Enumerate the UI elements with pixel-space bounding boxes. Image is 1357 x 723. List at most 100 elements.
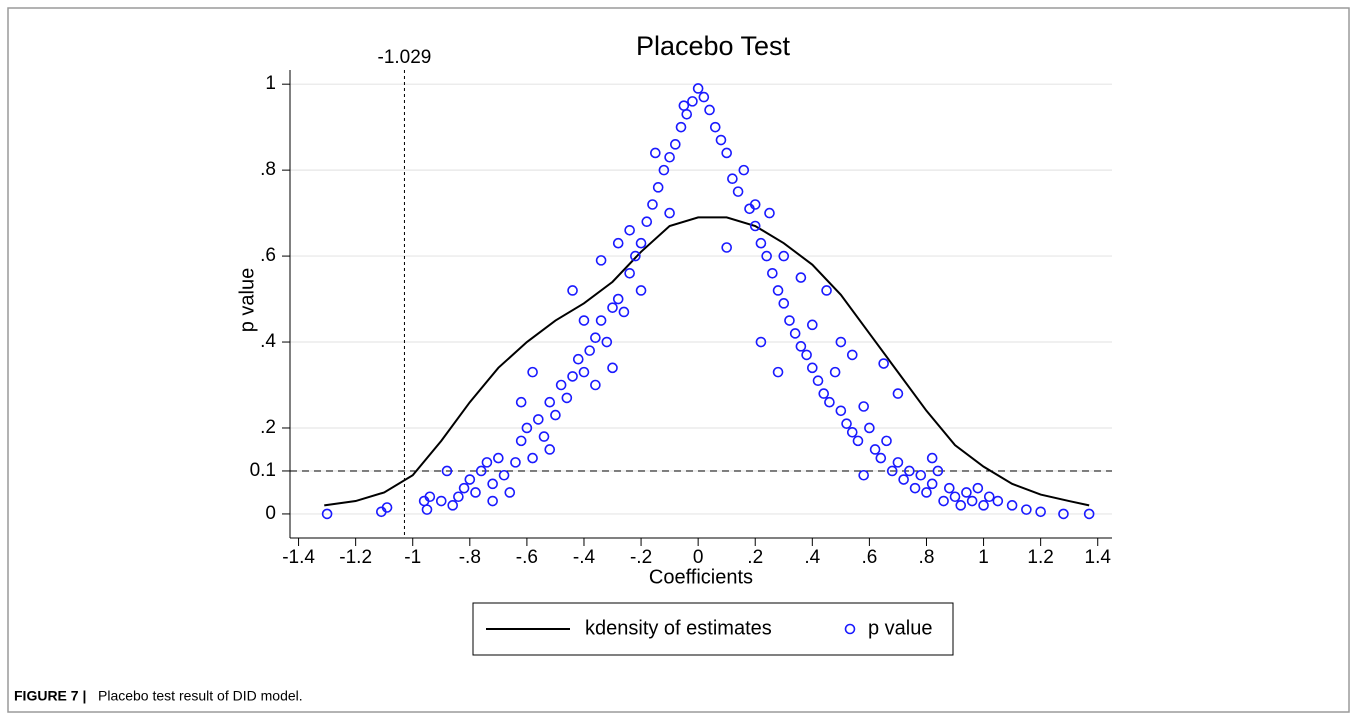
scatter-point	[527, 452, 538, 464]
scatter-point	[321, 508, 333, 520]
scatter-point	[944, 482, 955, 494]
scatter-point	[561, 392, 573, 404]
scatter-point	[515, 396, 527, 408]
scatter-point	[966, 495, 978, 507]
figure-frame	[7, 7, 1350, 713]
scatter-point	[578, 315, 590, 326]
scatter-point	[590, 379, 601, 391]
scatter-point	[664, 207, 675, 219]
scatter-point	[635, 285, 647, 296]
scatter-point	[961, 487, 972, 498]
scatter-point	[515, 435, 527, 447]
scatter-point	[886, 465, 898, 477]
scatter-point	[764, 207, 775, 219]
scatter-point	[635, 237, 647, 249]
scatter-point	[607, 302, 618, 313]
caption-text: Placebo test result of DID model.	[98, 688, 303, 704]
scatter-point	[441, 465, 453, 477]
scatter-point	[709, 121, 721, 133]
scatter-point	[704, 104, 715, 116]
scatter-point	[818, 388, 830, 399]
scatter-point	[858, 469, 869, 481]
scatter-point	[846, 349, 858, 361]
y-tick-label: .6	[260, 245, 276, 266]
x-tick-label: -.8	[459, 547, 481, 568]
scatter-point	[881, 435, 892, 447]
scatter-point	[978, 500, 989, 511]
scatter-point	[681, 108, 693, 120]
x-tick-label: .4	[804, 547, 820, 568]
x-tick-label: .8	[919, 547, 935, 568]
x-tick-label: -1.2	[339, 547, 372, 568]
x-tick-label: -1	[404, 547, 421, 568]
scatter-point	[795, 272, 807, 283]
scatter-point	[921, 487, 932, 498]
scatter-point	[1083, 508, 1095, 520]
scatter-point	[938, 495, 949, 507]
scatter-point	[841, 418, 852, 429]
scatter-point	[652, 182, 664, 193]
scatter-point	[721, 242, 732, 253]
scatter-point	[824, 396, 835, 408]
scatter-point	[738, 164, 750, 176]
y-axis-label: p value	[236, 268, 258, 333]
scatter-point	[955, 500, 967, 511]
scatter-point	[567, 285, 578, 296]
scatter-point	[421, 504, 433, 515]
scatter-point	[789, 328, 801, 339]
scatter-point	[664, 151, 675, 163]
scatter-point	[675, 121, 687, 133]
x-axis-label: Coefficients	[649, 566, 753, 588]
scatter-point	[761, 250, 772, 262]
scatter-point	[835, 405, 847, 417]
legend-label: kdensity of estimates	[585, 617, 772, 639]
scatter-point	[772, 285, 784, 296]
scatter-point	[821, 285, 832, 296]
scatter-point	[749, 220, 761, 232]
scatter-point	[926, 452, 938, 464]
scatter-point	[755, 237, 767, 249]
scatter-point	[658, 164, 670, 176]
scatter-point	[715, 134, 727, 146]
scatter-point	[1058, 508, 1069, 520]
scatter-point	[909, 482, 921, 494]
scatter-point	[650, 147, 661, 159]
scatter-point	[572, 353, 584, 365]
scatter-point	[892, 388, 904, 399]
scatter-point	[453, 491, 464, 503]
scatter-point	[447, 500, 458, 511]
scatter-point	[926, 478, 938, 490]
scatter-point	[595, 315, 607, 326]
scatter-point	[1021, 504, 1032, 515]
scatter-point	[858, 401, 869, 412]
scatter-point	[630, 250, 641, 262]
scatter-point	[578, 366, 590, 378]
x-tick-label: -1.4	[282, 547, 315, 568]
scatter-point	[904, 465, 915, 477]
scatter-point	[732, 186, 744, 197]
scatter-point	[487, 495, 498, 507]
legend-label: p value	[868, 617, 933, 639]
scatter-point	[624, 267, 635, 279]
y-tick-label: .4	[260, 331, 276, 352]
scatter-point	[584, 345, 595, 356]
scatter-point	[932, 465, 944, 477]
scatter-point	[812, 375, 824, 387]
scatter-point	[567, 371, 578, 382]
y-tick-label: 0	[265, 503, 276, 524]
scatter-point	[869, 444, 881, 455]
scatter-point	[475, 465, 487, 477]
scatter-point	[647, 199, 658, 210]
scatter-point	[898, 474, 909, 485]
x-tick-label: 1.2	[1027, 547, 1053, 568]
scatter-point	[727, 173, 738, 185]
chart-title: Placebo Test	[636, 31, 791, 61]
x-tick-label: .6	[861, 547, 877, 568]
scatter-point	[878, 358, 889, 369]
scatter-point	[983, 491, 995, 503]
scatter-point	[607, 362, 618, 374]
scatter-point	[458, 482, 470, 494]
scatter-point	[498, 469, 510, 481]
scatter-point	[538, 431, 550, 442]
